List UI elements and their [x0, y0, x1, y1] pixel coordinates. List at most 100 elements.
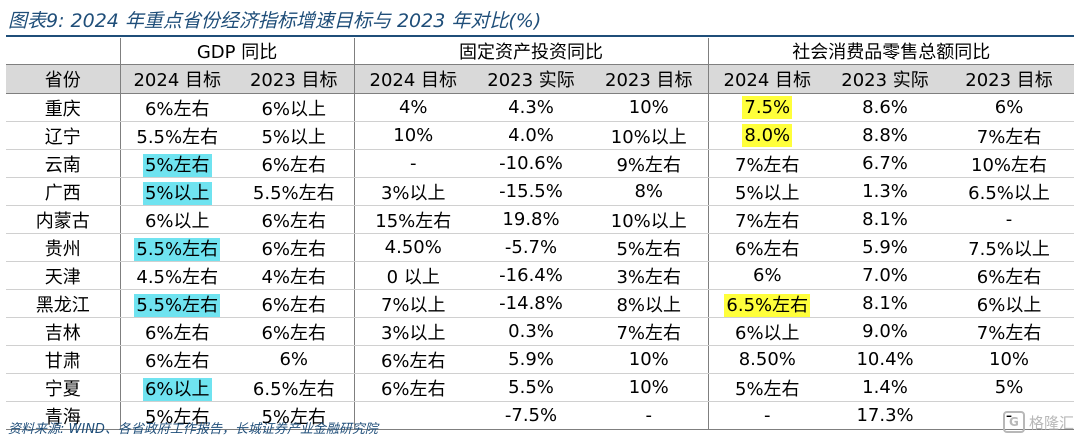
table-row: 吉林 6%左右 6%左右 3%以上 0.3% 7%左右 6%以上 9.0% 7%左右	[6, 317, 1075, 346]
value-text: 7%以上	[380, 294, 446, 316]
value-cell: 5%左右	[120, 401, 234, 430]
value-cell: 5.5%左右	[120, 121, 234, 150]
province-label: 辽宁	[44, 126, 81, 148]
value-cell: 6%左右	[708, 233, 827, 262]
value-text: 10%	[989, 349, 1030, 370]
value-cell: 10%以上	[590, 121, 709, 150]
province-cell: 贵州	[6, 233, 121, 262]
watermark-logo-icon: G	[1002, 411, 1025, 433]
value-cell: 6%	[944, 93, 1075, 122]
value-text: -16.4%	[499, 265, 563, 286]
province-label: 黑龙江	[35, 294, 90, 316]
value-cell: 0 以上	[354, 261, 473, 290]
value-cell: 6%左右	[234, 149, 355, 178]
province-cell: 黑龙江	[6, 289, 121, 318]
value-text: 0.3%	[508, 321, 554, 342]
value-text: 7.0%	[862, 265, 908, 286]
value-cell: 10%	[944, 345, 1075, 374]
value-cell: 3%左右	[590, 261, 709, 290]
province-label: 云南	[44, 154, 81, 176]
value-cell: 6%	[708, 261, 827, 290]
value-cell: -5.7%	[472, 233, 591, 262]
value-text: 8.6%	[862, 97, 908, 118]
value-text: 6%左右	[144, 322, 210, 344]
province-cell: 重庆	[6, 93, 121, 122]
value-cell: 9%左右	[590, 149, 709, 178]
table-row: 天津 4.5%左右 4%左右 0 以上 -16.4% 3%左右 6% 7.0% 6%左右	[6, 261, 1075, 290]
province-cell: 甘肃	[6, 345, 121, 374]
chart-title: 图表9: 2024 年重点省份经济指标增速目标与 2023 年对比(%)	[8, 10, 542, 32]
value-text: 3%以上	[380, 322, 446, 344]
value-text: 1.3%	[862, 181, 908, 202]
value-text: 5.9%	[508, 349, 554, 370]
value-text: 7%左右	[976, 322, 1042, 344]
value-cell: 7%左右	[944, 121, 1075, 150]
value-cell: 10%	[354, 121, 473, 150]
province-label: 青海	[44, 406, 81, 428]
value-cell: 1.3%	[826, 177, 945, 206]
value-cell: 5.5%左右	[120, 233, 234, 262]
value-cell: 8.1%	[826, 205, 945, 234]
value-cell: -	[944, 205, 1075, 234]
value-cell: 8.6%	[826, 93, 945, 122]
province-cell: 云南	[6, 149, 121, 178]
value-cell: 5.9%	[826, 233, 945, 262]
group-header-row: GDP 同比 固定资产投资同比 社会消费品零售总额同比	[6, 38, 1075, 65]
value-cell: 6%左右	[234, 317, 355, 346]
value-cell: 6%左右	[120, 345, 234, 374]
value-text: 9.0%	[862, 321, 908, 342]
value-cell: 6%左右	[120, 93, 234, 122]
value-cell: 8%以上	[590, 289, 709, 318]
group-header-gdp: GDP 同比	[120, 38, 355, 65]
value-cell: 6%以上	[944, 289, 1075, 318]
value-cell: 6%	[234, 345, 355, 374]
column-header: 2023 目标	[944, 64, 1075, 94]
watermark: G 格隆汇	[1002, 411, 1074, 433]
value-text: 6%左右	[261, 322, 327, 344]
province-label: 广西	[44, 182, 81, 204]
value-cell: 7%左右	[708, 149, 827, 178]
value-cell: 4%左右	[234, 261, 355, 290]
value-cell: 9.0%	[826, 317, 945, 346]
value-cell	[354, 401, 473, 430]
value-cell: 7%左右	[944, 317, 1075, 346]
province-label: 内蒙古	[35, 210, 90, 232]
table-row: 广西 5%以上 5.5%左右 3%以上 -15.5% 8% 5%以上 1.3% 6.5%以上	[6, 177, 1075, 206]
value-text: 19.8%	[502, 209, 560, 230]
table-row: 宁夏 6%以上 6.5%左右 6%左右 5.5% 10% 5%左右 1.4% 5%	[6, 373, 1075, 402]
data-table: GDP 同比 固定资产投资同比 社会消费品零售总额同比 省份 2024 目标 2…	[6, 38, 1075, 430]
value-text: -10.6%	[499, 153, 563, 174]
value-cell: 5%左右	[590, 233, 709, 262]
value-cell: 19.8%	[472, 205, 591, 234]
value-cell: 8.1%	[826, 289, 945, 318]
value-text: 6%左右	[380, 350, 446, 372]
value-text: 5.5%左右	[252, 182, 335, 204]
value-text: -7.5%	[504, 405, 558, 426]
value-text: 5.5%左右	[134, 237, 221, 261]
group-header-retail: 社会消费品零售总额同比	[708, 38, 1075, 65]
value-cell: 7.5%	[708, 93, 827, 122]
value-cell: -7.5%	[472, 401, 591, 430]
value-text: 4%左右	[261, 266, 327, 288]
value-cell: 7.5%以上	[944, 233, 1075, 262]
province-label: 吉林	[44, 322, 81, 344]
title-divider	[6, 35, 1074, 37]
value-cell: -	[354, 149, 473, 178]
value-cell: 5.5%左右	[120, 289, 234, 318]
value-text: 5.5%左右	[136, 126, 219, 148]
value-cell: 10%	[590, 93, 709, 122]
value-cell: 8.50%	[708, 345, 827, 374]
value-cell: 4.0%	[472, 121, 591, 150]
value-text: 5%左右	[144, 406, 210, 428]
column-header: 2024 目标	[354, 64, 473, 94]
value-text: 17.3%	[856, 405, 914, 426]
province-cell: 青海	[6, 401, 121, 430]
column-header-row: 省份 2024 目标 2023 目标 2024 目标 2023 实际 2023 …	[6, 64, 1075, 94]
value-cell: 4.5%左右	[120, 261, 234, 290]
value-text: 5.9%	[862, 237, 908, 258]
value-cell: -	[944, 401, 1075, 430]
value-text: 7%左右	[735, 154, 800, 176]
value-text: 6%以上	[261, 98, 327, 120]
value-cell: -15.5%	[472, 177, 591, 206]
value-cell: 10%	[590, 345, 709, 374]
